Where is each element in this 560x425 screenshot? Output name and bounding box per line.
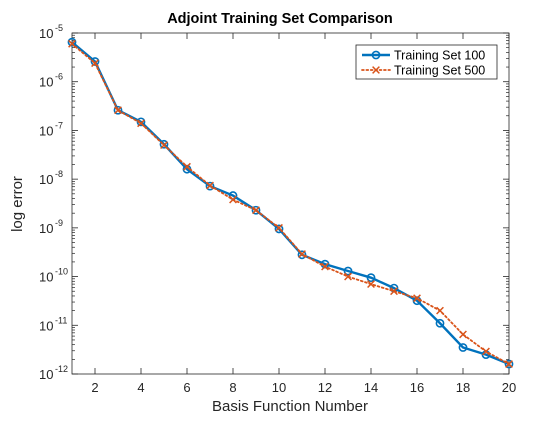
data-point <box>137 119 145 128</box>
data-point <box>413 294 421 303</box>
y-tick-base: 10 <box>39 26 53 41</box>
data-point <box>298 250 306 258</box>
x-tick-label: 8 <box>229 380 236 395</box>
x-tick-label: 20 <box>502 380 516 395</box>
series-line <box>71 41 510 366</box>
data-point <box>113 105 123 115</box>
data-point <box>321 262 329 271</box>
y-tick-label: 10 -12 <box>39 364 68 382</box>
data-point <box>114 106 122 115</box>
data-point <box>67 37 77 47</box>
data-point <box>504 359 514 369</box>
y-tick-exponent: -7 <box>55 120 63 130</box>
data-point <box>205 181 215 191</box>
data-point <box>505 360 513 368</box>
data-point <box>435 318 445 328</box>
data-point <box>372 66 380 74</box>
x-tick-label: 14 <box>364 380 378 395</box>
y-tick-label: 10 -10 <box>39 267 68 285</box>
data-point <box>160 141 168 150</box>
y-tick-exponent: -11 <box>55 315 67 325</box>
data-point <box>68 39 76 48</box>
x-tick-label: 6 <box>183 380 190 395</box>
data-point <box>367 280 375 289</box>
x-tick-label: 10 <box>272 380 286 395</box>
y-tick-base: 10 <box>39 172 53 187</box>
data-point <box>297 250 307 260</box>
legend-label: Training Set 500 <box>394 64 485 78</box>
data-point <box>366 273 376 283</box>
series-2 <box>68 39 513 368</box>
y-tick-label: 10 -9 <box>39 218 63 236</box>
x-tick-label: 12 <box>318 380 332 395</box>
data-point <box>343 266 353 276</box>
data-point <box>482 347 490 356</box>
legend-box <box>355 44 498 80</box>
y-tick-exponent: -9 <box>55 218 63 228</box>
data-point <box>390 287 398 296</box>
data-point <box>274 224 284 234</box>
y-tick-base: 10 <box>39 221 53 236</box>
data-point <box>206 181 214 190</box>
chart-title: Adjoint Training Set Comparison <box>167 11 393 27</box>
data-point <box>275 223 283 232</box>
x-axis-title: Basis Function Number <box>212 398 368 415</box>
data-point <box>458 343 468 352</box>
legend-entry: Training Set 500 <box>361 64 485 78</box>
y-tick-exponent: -12 <box>55 364 68 374</box>
y-tick-base: 10 <box>39 270 53 285</box>
data-point <box>91 59 99 68</box>
data-point <box>459 330 467 339</box>
data-point <box>183 162 191 171</box>
x-tick-label: 2 <box>91 380 98 395</box>
y-tick-base: 10 <box>39 123 53 138</box>
y-tick-base: 10 <box>39 318 53 333</box>
legend-label: Training Set 100 <box>394 49 485 63</box>
data-point <box>159 139 169 149</box>
y-tick-base: 10 <box>39 75 53 90</box>
x-tick-label: 4 <box>137 380 144 395</box>
x-tick-label: 16 <box>410 380 424 395</box>
y-tick-exponent: -6 <box>55 72 63 82</box>
y-tick-exponent: -8 <box>55 169 63 179</box>
data-point <box>229 195 237 204</box>
x-tick-label: 18 <box>456 380 470 395</box>
data-point <box>344 272 352 281</box>
y-tick-label: 10 -7 <box>39 120 63 138</box>
data-point <box>251 205 261 215</box>
data-point <box>252 206 260 215</box>
y-tick-label: 10 -6 <box>39 72 63 90</box>
y-tick-label: 10 -8 <box>39 169 63 187</box>
legend-entry: Training Set 100 <box>362 49 485 63</box>
plot-frame <box>71 32 510 375</box>
y-axis-title: log error <box>9 176 26 232</box>
y-tick-exponent: -5 <box>55 23 63 33</box>
y-tick-exponent: -10 <box>55 267 68 277</box>
y-tick-base: 10 <box>39 367 53 382</box>
y-tick-label: 10 -5 <box>39 23 63 41</box>
data-point <box>436 306 444 315</box>
series-1 <box>67 37 514 369</box>
series-line <box>71 42 510 365</box>
data-point <box>371 50 381 60</box>
y-tick-label: 10 -11 <box>39 315 67 333</box>
